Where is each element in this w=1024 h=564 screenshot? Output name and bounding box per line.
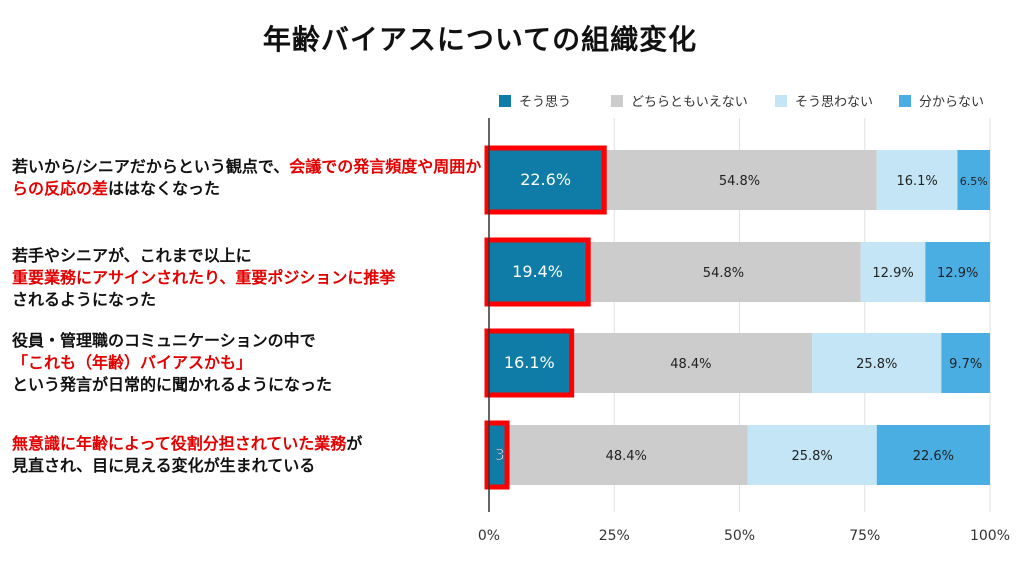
- data-label: 19.4%: [512, 262, 563, 281]
- row-label-line: 見直され、目に見える変化が生まれている: [12, 455, 482, 477]
- label-text: ははなくなった: [108, 179, 221, 198]
- legend-swatch: [775, 95, 787, 107]
- data-label: 16.1%: [896, 174, 937, 189]
- label-text: という発言が日常的に聞かれるようになった: [12, 375, 333, 394]
- row-label-line: 無意識に年齢によって役割分担されていた業務が: [12, 433, 482, 455]
- data-label: 9.7%: [949, 357, 982, 372]
- highlighted-text: 会議での発言頻度や周囲からの反応の差: [12, 157, 482, 198]
- legend-label: そう思う: [519, 95, 571, 110]
- bar-segment: [489, 425, 506, 485]
- data-label: 12.9%: [937, 266, 978, 281]
- row-label: 役員・管理職のコミュニケーションの中で 「これも（年齢）バイアスかも」という発言が…: [12, 330, 482, 396]
- x-tick-label: 0%: [478, 528, 500, 544]
- highlight-box: [484, 328, 575, 398]
- chart-title: 年齢バイアスについての組織変化: [262, 23, 698, 56]
- data-label: 48.4%: [670, 357, 711, 372]
- row-label-line: されるようになった: [12, 289, 482, 311]
- x-tick-label: 100%: [970, 528, 1010, 544]
- data-label: 22.6%: [520, 170, 571, 189]
- data-label: 22.6%: [913, 449, 954, 464]
- row-label-line: 若手やシニアが、これまで以上に: [12, 245, 482, 267]
- highlight-box: [484, 145, 607, 215]
- row-label: 無意識に年齢によって役割分担されていた業務が 見直され、目に見える変化が生まれてい…: [12, 433, 482, 477]
- legend-label: そう思わない: [795, 95, 873, 110]
- highlight-box: [484, 237, 591, 307]
- bar-segment: [860, 242, 926, 302]
- bar-segment: [876, 425, 990, 485]
- bar-segment: [602, 150, 877, 210]
- label-text: 若いから/シニアだからという観点で、: [12, 157, 290, 176]
- legend-swatch: [611, 95, 623, 107]
- row-label-line: という発言が日常的に聞かれるようになった: [12, 374, 482, 396]
- data-label: 54.8%: [719, 174, 760, 189]
- highlighted-text: 無意識に年齢によって役割分担されていた業務: [12, 434, 347, 453]
- data-label: 12.9%: [872, 266, 913, 281]
- bar-segment: [957, 150, 990, 210]
- highlighted-text: 「これも（年齢）バイアスかも」: [12, 353, 253, 372]
- data-label: 54.8%: [703, 266, 744, 281]
- legend-label: 分からない: [919, 95, 984, 110]
- data-label: 6.5%: [960, 175, 988, 188]
- row-label-line: 重要業務にアサインされたり、重要ポジションに推挙: [12, 267, 482, 289]
- bar-segment: [489, 333, 570, 393]
- highlighted-text: 重要業務にアサインされたり、重要ポジションに推挙: [12, 268, 396, 287]
- data-label: 25.8%: [791, 449, 832, 464]
- legend-swatch: [899, 95, 911, 107]
- row-label: 若いから/シニアだからという観点で、会議での発言頻度や周囲からの反応の差ははなく…: [12, 156, 482, 200]
- bar-segment: [505, 425, 748, 485]
- label-text: が: [346, 434, 363, 453]
- data-label: 16.1%: [504, 353, 555, 372]
- x-tick-label: 25%: [599, 528, 630, 544]
- x-tick-label: 75%: [849, 528, 880, 544]
- bar-segment: [489, 150, 603, 210]
- label-text: されるようになった: [12, 290, 157, 309]
- legend-label: どちらともいえない: [631, 95, 748, 110]
- bar-segment: [876, 150, 958, 210]
- data-label: 48.4%: [606, 449, 647, 464]
- bar-segment: [941, 333, 990, 393]
- label-text: 若手やシニアが、これまで以上に: [12, 246, 252, 265]
- highlight-box: [484, 420, 510, 490]
- row-label: 若手やシニアが、これまで以上に重要業務にアサインされたり、重要ポジションに推挙さ…: [12, 245, 482, 311]
- bar-segment: [489, 242, 587, 302]
- label-text: 役員・管理職のコミュニケーションの中で: [12, 331, 316, 350]
- legend-swatch: [499, 95, 511, 107]
- bar-segment: [747, 425, 877, 485]
- data-label: 25.8%: [856, 357, 897, 372]
- bar-segment: [925, 242, 990, 302]
- label-text: 見直され、目に見える変化が生まれている: [12, 456, 316, 475]
- bar-segment: [812, 333, 942, 393]
- row-label-line: 若いから/シニアだからという観点で、会議での発言頻度や周囲からの反応の差ははなく…: [12, 156, 482, 200]
- x-tick-label: 50%: [724, 528, 755, 544]
- bar-segment: [586, 242, 861, 302]
- bar-segment: [569, 333, 813, 393]
- row-label-line: 「これも（年齢）バイアスかも」: [12, 352, 482, 374]
- row-label-line: 役員・管理職のコミュニケーションの中で: [12, 330, 482, 352]
